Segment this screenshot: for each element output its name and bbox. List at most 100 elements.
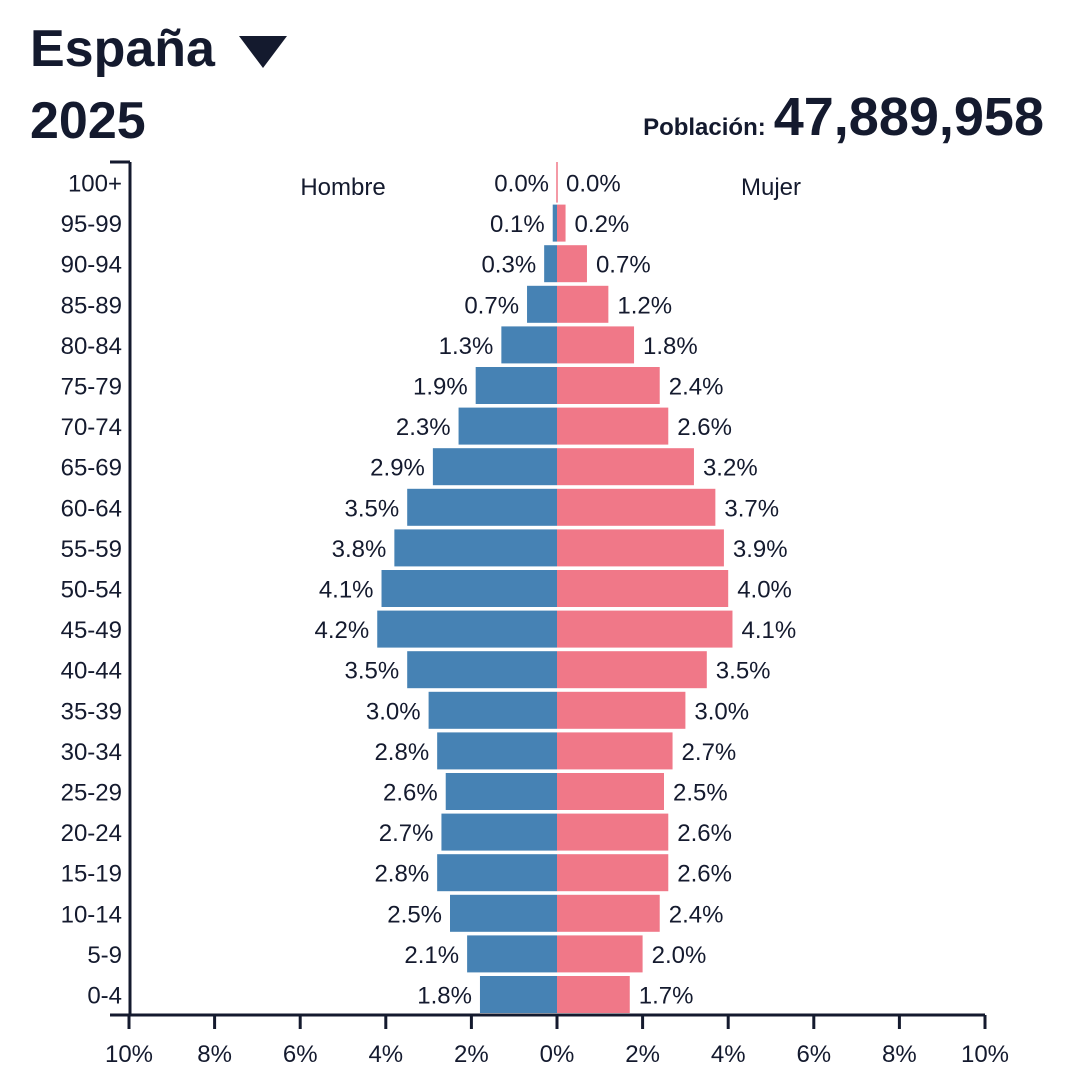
series-label-male: Hombre — [300, 174, 385, 201]
male-value-label: 1.9% — [413, 374, 468, 401]
age-group-label: 45-49 — [61, 617, 122, 644]
female-bar — [557, 976, 630, 1013]
male-value-label: 0.1% — [490, 211, 545, 238]
male-bar — [475, 367, 557, 404]
female-bar — [557, 894, 660, 932]
male-value-label: 2.8% — [374, 739, 429, 766]
male-value-label: 2.5% — [387, 901, 442, 928]
female-value-label: 2.0% — [652, 942, 707, 969]
x-tick-label: 0% — [540, 1041, 575, 1068]
male-value-label: 2.1% — [404, 942, 459, 969]
female-value-label: 2.4% — [669, 374, 724, 401]
male-bar — [544, 245, 557, 283]
country-name: España — [30, 20, 215, 78]
male-bar — [428, 691, 557, 729]
x-tick-label: 10% — [961, 1041, 1009, 1068]
population-label: Población: — [643, 114, 766, 141]
female-value-label: 1.7% — [639, 983, 694, 1010]
male-value-label: 1.8% — [417, 983, 472, 1010]
x-tick-label: 4% — [368, 1041, 403, 1068]
female-bar — [557, 732, 673, 770]
age-group-label: 60-64 — [61, 495, 122, 522]
male-bar — [377, 610, 557, 648]
x-tick-label: 6% — [796, 1041, 831, 1068]
x-tick-label: 4% — [711, 1041, 746, 1068]
age-group-label: 75-79 — [61, 374, 122, 401]
female-value-label: 0.0% — [566, 171, 621, 198]
age-group-label: 70-74 — [61, 414, 122, 441]
x-tick-label: 2% — [454, 1041, 489, 1068]
male-bar — [450, 894, 557, 932]
female-value-label: 4.0% — [737, 577, 792, 604]
male-bar — [407, 651, 557, 689]
female-value-label: 1.2% — [617, 292, 672, 319]
male-value-label: 3.8% — [332, 536, 387, 563]
male-value-label: 2.6% — [383, 780, 438, 807]
population-value: 47,889,958 — [773, 87, 1044, 147]
male-value-label: 4.2% — [315, 617, 370, 644]
male-value-label: 2.3% — [396, 414, 451, 441]
male-bar — [437, 854, 557, 892]
age-group-label: 95-99 — [61, 211, 122, 238]
x-tick-label: 10% — [105, 1041, 153, 1068]
age-group-label: 40-44 — [61, 658, 122, 685]
female-bar — [557, 326, 635, 364]
female-bar — [557, 529, 724, 567]
male-bar — [407, 488, 557, 526]
male-bar — [552, 204, 557, 242]
female-bar — [557, 854, 669, 892]
male-value-label: 3.0% — [366, 698, 421, 725]
female-bar — [557, 570, 729, 607]
year-label: 2025 — [30, 92, 146, 150]
male-bar — [394, 529, 557, 567]
male-bar — [458, 407, 557, 445]
series-label-female: Mujer — [741, 174, 801, 201]
female-value-label: 2.4% — [669, 901, 724, 928]
male-value-label: 0.7% — [464, 292, 519, 319]
male-bar — [479, 976, 557, 1013]
female-value-label: 2.5% — [673, 780, 728, 807]
male-value-label: 4.1% — [319, 577, 374, 604]
female-bar — [557, 448, 694, 486]
female-value-label: 2.6% — [677, 414, 732, 441]
age-group-label: 65-69 — [61, 455, 122, 482]
age-group-label: 25-29 — [61, 780, 122, 807]
female-bar — [557, 773, 664, 810]
male-value-label: 0.0% — [494, 171, 549, 198]
female-bar — [557, 651, 707, 689]
age-group-label: 100+ — [68, 171, 122, 198]
female-value-label: 1.8% — [643, 333, 698, 360]
female-bar — [557, 367, 660, 404]
caret-down-icon[interactable] — [238, 36, 287, 68]
female-value-label: 2.7% — [682, 739, 737, 766]
male-bar — [381, 570, 557, 607]
male-bar — [527, 285, 557, 323]
age-group-label: 5-9 — [87, 942, 122, 969]
female-value-label: 0.2% — [575, 211, 630, 238]
male-bar — [445, 773, 557, 810]
male-value-label: 2.7% — [379, 820, 434, 847]
x-tick-label: 2% — [625, 1041, 660, 1068]
population-display: Población: 47,889,958 — [643, 86, 1044, 148]
male-value-label: 3.5% — [344, 658, 399, 685]
x-tick-label: 8% — [882, 1041, 917, 1068]
male-bar — [441, 813, 557, 851]
female-value-label: 4.1% — [741, 617, 796, 644]
female-value-label: 3.5% — [716, 658, 771, 685]
male-value-label: 2.8% — [374, 861, 429, 888]
age-group-label: 50-54 — [61, 577, 122, 604]
male-bar — [501, 326, 557, 364]
male-bar — [437, 732, 557, 770]
age-group-label: 80-84 — [61, 333, 122, 360]
age-group-label: 35-39 — [61, 698, 122, 725]
male-value-label: 0.3% — [481, 252, 536, 279]
age-group-label: 0-4 — [87, 983, 122, 1010]
female-value-label: 3.0% — [694, 698, 749, 725]
female-value-label: 3.2% — [703, 455, 758, 482]
female-value-label: 3.7% — [724, 495, 779, 522]
female-bar — [557, 488, 716, 526]
country-selector[interactable]: España — [30, 14, 287, 84]
female-value-label: 2.6% — [677, 820, 732, 847]
female-value-label: 0.7% — [596, 252, 651, 279]
x-tick-label: 6% — [283, 1041, 318, 1068]
